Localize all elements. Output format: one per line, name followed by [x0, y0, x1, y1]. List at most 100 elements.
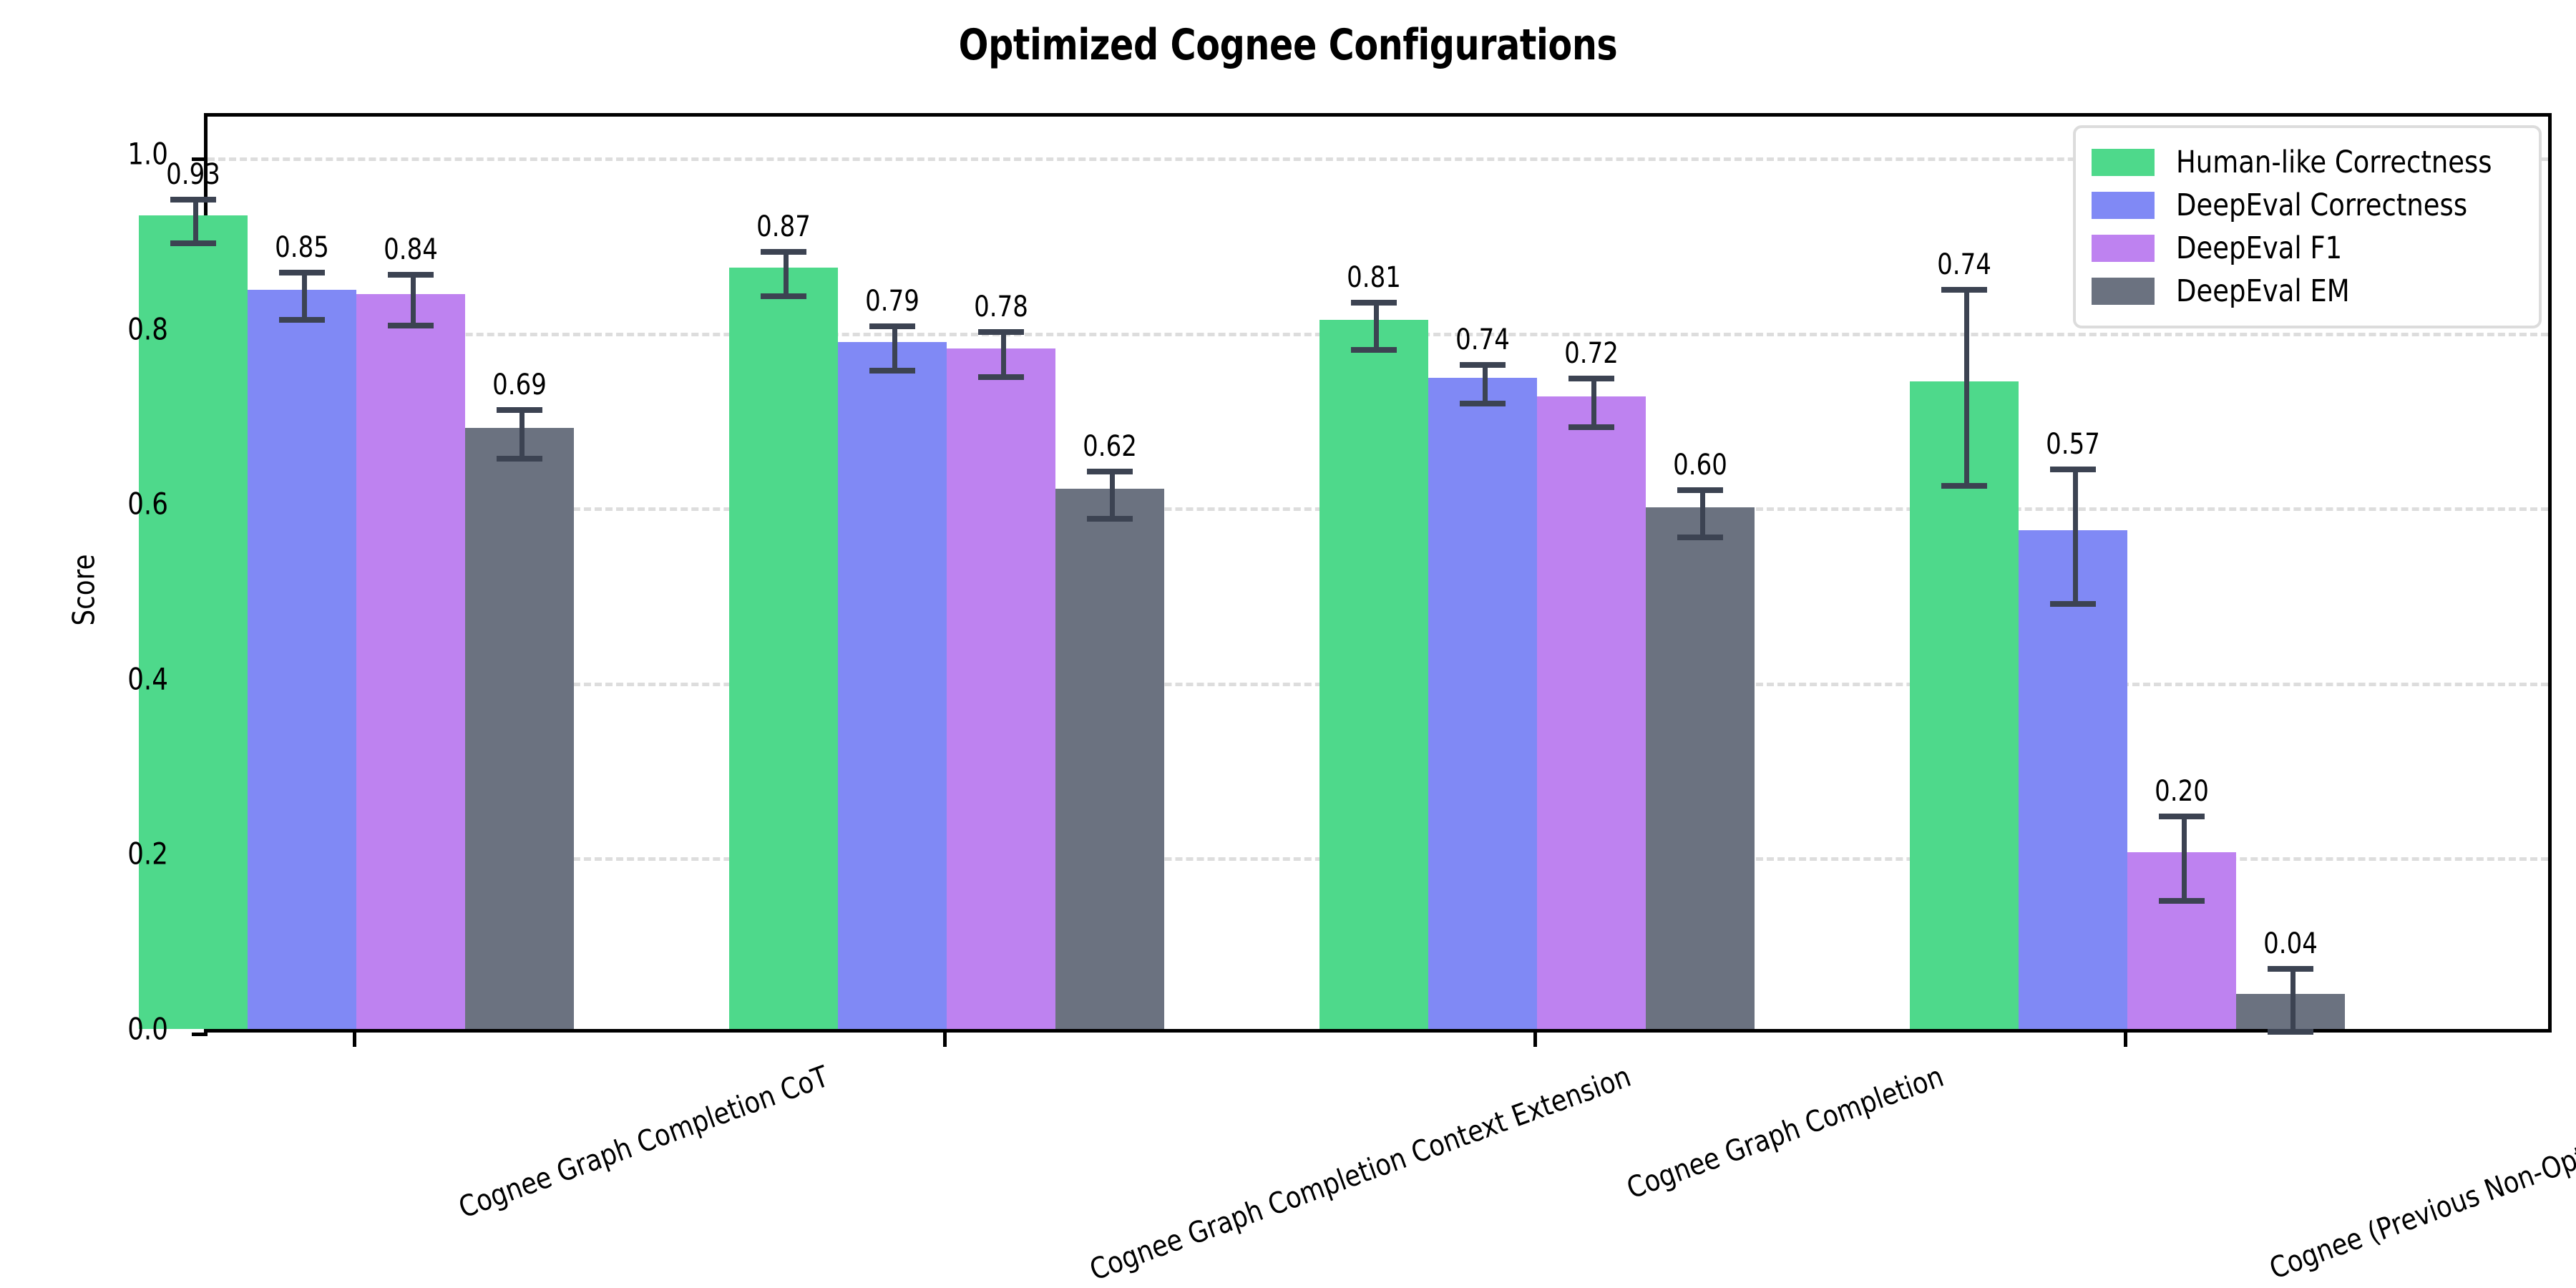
- legend-swatch-icon: [2092, 149, 2155, 176]
- x-tick-mark: [943, 1033, 947, 1047]
- error-bar-cap-upper: [1460, 362, 1506, 369]
- bar-value-label: 0.72: [1564, 336, 1619, 370]
- legend-swatch-icon: [2092, 278, 2155, 305]
- error-bar-cap-upper: [761, 249, 806, 255]
- error-bar: [1591, 375, 1596, 424]
- x-tick-mark: [1533, 1033, 1537, 1047]
- error-bar: [2290, 966, 2296, 1030]
- bar-value-label: 0.74: [1455, 323, 1510, 357]
- bar[interactable]: [729, 268, 838, 1029]
- error-bar: [892, 323, 897, 368]
- error-bar: [1001, 328, 1006, 375]
- x-tick-label: Cognee Graph Completion: [1622, 1059, 1948, 1206]
- bar-value-label: 0.79: [865, 285, 919, 318]
- legend-item-label: DeepEval EM: [2176, 273, 2350, 309]
- x-tick-label: Cognee Graph Completion CoT: [454, 1059, 834, 1225]
- bar-value-label: 0.62: [1083, 430, 1137, 464]
- error-bar: [1700, 487, 1705, 535]
- bar[interactable]: [2019, 530, 2127, 1029]
- error-bar-cap-lower: [869, 367, 915, 374]
- error-bar-cap-lower: [1460, 400, 1506, 406]
- error-bar-cap-upper: [978, 328, 1024, 335]
- error-bar: [1964, 287, 1969, 483]
- y-tick-mark: [192, 1033, 208, 1036]
- error-bar: [411, 272, 416, 323]
- bar-value-label: 0.84: [384, 233, 438, 267]
- error-bar: [784, 249, 789, 293]
- error-bar-cap-upper: [1351, 300, 1397, 306]
- error-bar-cap-lower: [497, 456, 542, 462]
- error-bar-cap-upper: [279, 269, 325, 275]
- error-bar-cap-upper: [388, 272, 434, 278]
- error-bar-cap-lower: [2159, 897, 2205, 904]
- page-title: Optimized Cognee Configurations: [958, 20, 1618, 70]
- bar[interactable]: [838, 341, 947, 1029]
- error-bar-cap-upper: [1568, 375, 1614, 381]
- bar[interactable]: [1537, 396, 1646, 1029]
- error-bar-cap-lower: [978, 374, 1024, 381]
- bar[interactable]: [356, 293, 465, 1029]
- error-bar-cap-lower: [761, 293, 806, 299]
- plot-inner: 0.93 0.85 0.84 0.69 0.87 0.79 0.78 0.62 0.81 0.74…: [139, 117, 2548, 1036]
- y-tick-mark: [192, 157, 208, 161]
- error-bar-cap-lower: [1568, 424, 1614, 430]
- bar[interactable]: [947, 348, 1055, 1029]
- error-bar: [1374, 300, 1379, 348]
- error-bar-cap-lower: [1677, 535, 1723, 541]
- bar[interactable]: [248, 289, 356, 1029]
- error-bar: [193, 197, 198, 241]
- error-bar-cap-lower: [2050, 601, 2096, 608]
- x-tick-mark: [353, 1033, 356, 1047]
- bar-value-label: 0.85: [275, 230, 329, 264]
- y-tick-label: 0.2: [127, 836, 168, 872]
- error-bar: [302, 269, 307, 317]
- error-bar-cap-upper: [2159, 814, 2205, 820]
- y-tick-label: 0.8: [127, 311, 168, 347]
- error-bar: [1483, 362, 1488, 401]
- bar[interactable]: [1910, 381, 2019, 1029]
- error-bar-cap-lower: [1087, 516, 1133, 522]
- error-bar-cap-upper: [2268, 966, 2313, 972]
- legend-item-1[interactable]: DeepEval Correctness: [2092, 184, 2524, 227]
- bar-value-label: 0.69: [492, 368, 547, 401]
- legend: Human-like Correctness DeepEval Correctne…: [2073, 125, 2542, 328]
- y-tick-label: 0.4: [127, 661, 168, 697]
- y-axis-label: Score: [66, 554, 102, 626]
- error-bar-cap-upper: [1677, 487, 1723, 494]
- bar-value-label: 0.74: [1937, 248, 1991, 281]
- legend-item-label: DeepEval F1: [2176, 230, 2343, 266]
- bar-value-label: 0.87: [756, 210, 811, 244]
- bar-value-label: 0.57: [2046, 427, 2100, 461]
- legend-item-2[interactable]: DeepEval F1: [2092, 227, 2524, 270]
- error-bar-cap-upper: [497, 406, 542, 413]
- bar[interactable]: [465, 427, 574, 1029]
- y-tick-label: 0.6: [127, 486, 168, 522]
- y-tick-label: 1.0: [127, 136, 168, 172]
- x-tick-label: Cognee (Previous Non-Optimized Evaluatio…: [2265, 1059, 2576, 1287]
- x-tick-mark: [2124, 1033, 2127, 1047]
- y-tick-label: 0.0: [127, 1011, 168, 1047]
- bar[interactable]: [139, 215, 248, 1029]
- error-bar-cap-lower: [279, 316, 325, 323]
- bar[interactable]: [1646, 507, 1755, 1029]
- bar-value-label: 0.04: [2263, 927, 2318, 961]
- error-bar: [519, 406, 525, 457]
- error-bar-cap-lower: [170, 240, 216, 247]
- bar-value-label: 0.20: [2155, 775, 2209, 809]
- legend-item-label: Human-like Correctness: [2176, 145, 2492, 180]
- legend-item-3[interactable]: DeepEval EM: [2092, 270, 2524, 313]
- bar[interactable]: [1319, 320, 1428, 1029]
- x-tick-label: Cognee Graph Completion Context Extensio…: [1085, 1059, 1636, 1287]
- bar-value-label: 0.93: [166, 158, 220, 192]
- error-bar-cap-upper: [170, 197, 216, 203]
- error-bar: [2182, 814, 2187, 898]
- legend-swatch-icon: [2092, 192, 2155, 219]
- legend-item-0[interactable]: Human-like Correctness: [2092, 141, 2524, 184]
- error-bar-cap-upper: [869, 323, 915, 330]
- error-bar-cap-upper: [1941, 287, 1987, 293]
- bar-value-label: 0.60: [1673, 449, 1727, 482]
- bar[interactable]: [1428, 378, 1537, 1029]
- bar-value-label: 0.81: [1347, 261, 1401, 295]
- legend-item-label: DeepEval Correctness: [2176, 187, 2468, 223]
- bar[interactable]: [1055, 489, 1164, 1029]
